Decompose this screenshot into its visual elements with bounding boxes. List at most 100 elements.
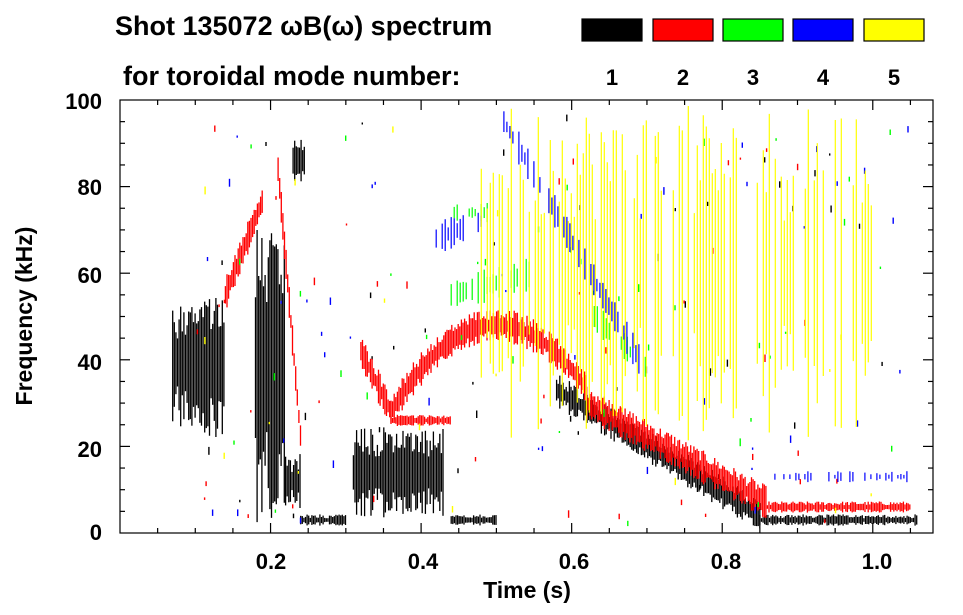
noise-point	[824, 519, 826, 524]
noise-point	[543, 394, 545, 399]
noise-point	[574, 355, 576, 360]
noise-point	[706, 201, 709, 206]
noise-point	[769, 355, 771, 359]
feature-n1-late-line	[759, 514, 918, 526]
x-axis-label: Time (s)	[483, 577, 571, 603]
noise-point	[204, 186, 206, 195]
noise-point	[674, 208, 676, 212]
noise-point	[840, 334, 842, 340]
legend-swatch-n4	[792, 18, 854, 42]
noise-point	[829, 153, 831, 156]
noise-point	[750, 418, 752, 422]
y-axis-label: Frequency (kHz)	[11, 227, 37, 406]
noise-point	[578, 292, 581, 295]
noise-point	[247, 514, 249, 518]
noise-point	[233, 440, 235, 445]
noise-point	[345, 223, 348, 226]
noise-point	[205, 481, 207, 487]
noise-point	[640, 213, 642, 219]
x-tick-label-0.4: 0.4	[408, 549, 439, 574]
noise-point	[889, 129, 891, 135]
noise-point	[208, 446, 210, 455]
noise-point	[265, 142, 267, 146]
feature-n2-arc-0-36-0-62	[390, 310, 587, 423]
noise-point	[870, 493, 872, 497]
y-tick-label-0: 0	[90, 520, 102, 545]
noise-point	[477, 261, 479, 265]
noise-point	[638, 284, 640, 292]
noise-point	[799, 479, 801, 485]
legend-swatch-n1	[581, 18, 643, 42]
noise-point	[834, 507, 837, 514]
noise-point	[836, 181, 838, 186]
noise-point	[757, 502, 759, 508]
noise-point	[299, 517, 302, 524]
noise-point	[206, 257, 209, 262]
noise-point	[484, 258, 487, 266]
feature-n2-drop-0-21-0-24	[277, 157, 302, 446]
noise-point	[789, 435, 792, 443]
noise-point	[836, 478, 838, 484]
noise-point	[418, 423, 421, 431]
noise-point	[703, 398, 706, 405]
noise-point	[754, 506, 756, 514]
noise-point	[764, 157, 766, 163]
noise-point	[784, 331, 787, 334]
noise-point	[211, 509, 214, 516]
noise-point	[758, 342, 761, 349]
noise-point	[374, 181, 376, 185]
noise-point	[304, 412, 307, 421]
noise-point	[627, 520, 629, 527]
y-tick-label-20: 20	[78, 437, 102, 462]
noise-point	[843, 218, 846, 226]
noise-point	[340, 370, 342, 377]
noise-point	[250, 410, 252, 413]
noise-point	[663, 187, 665, 195]
feature-n1-low-line	[300, 514, 347, 526]
noise-point	[476, 410, 478, 418]
noise-point	[371, 184, 373, 189]
x-tick-label-0.2: 0.2	[256, 549, 287, 574]
noise-point	[814, 170, 816, 177]
noise-point	[892, 217, 894, 224]
series-n4	[206, 111, 909, 524]
noise-point	[567, 510, 570, 518]
noise-point	[474, 457, 477, 462]
noise-point	[751, 467, 753, 470]
noise-point	[223, 299, 226, 304]
noise-point	[881, 361, 883, 366]
noise-point	[283, 438, 285, 443]
y-tick-label-100: 100	[65, 89, 102, 114]
noise-point	[274, 509, 277, 513]
feature-n4-late-band	[774, 471, 908, 483]
noise-point	[237, 509, 239, 517]
noise-point	[472, 381, 474, 385]
noise-point	[223, 452, 225, 459]
feature-n1-burst-0-31-0-43	[352, 427, 444, 518]
y-tick-label-40: 40	[78, 350, 102, 375]
y-tick-label-60: 60	[78, 263, 102, 288]
noise-point	[393, 345, 395, 350]
noise-point	[349, 336, 352, 339]
noise-point	[647, 344, 650, 351]
noise-point	[369, 292, 372, 299]
noise-point	[218, 304, 220, 308]
noise-point	[699, 484, 701, 490]
noise-point	[765, 148, 768, 152]
series-n5	[204, 106, 872, 514]
noise-point	[646, 466, 649, 474]
noise-point	[891, 445, 893, 452]
legend-swatch-n2	[652, 18, 714, 42]
noise-point	[684, 301, 686, 308]
chart-title-line1: Shot 135072 ωB(ω) spectrum	[115, 11, 492, 41]
noise-point	[297, 471, 299, 474]
noise-point	[703, 138, 705, 146]
noise-point	[493, 242, 495, 246]
noise-point	[709, 368, 712, 376]
noise-point	[221, 260, 223, 265]
legend-swatch-n3	[722, 18, 784, 42]
noise-point	[775, 138, 777, 141]
noise-point	[797, 450, 799, 456]
noise-point	[558, 431, 561, 433]
noise-point	[741, 142, 743, 148]
